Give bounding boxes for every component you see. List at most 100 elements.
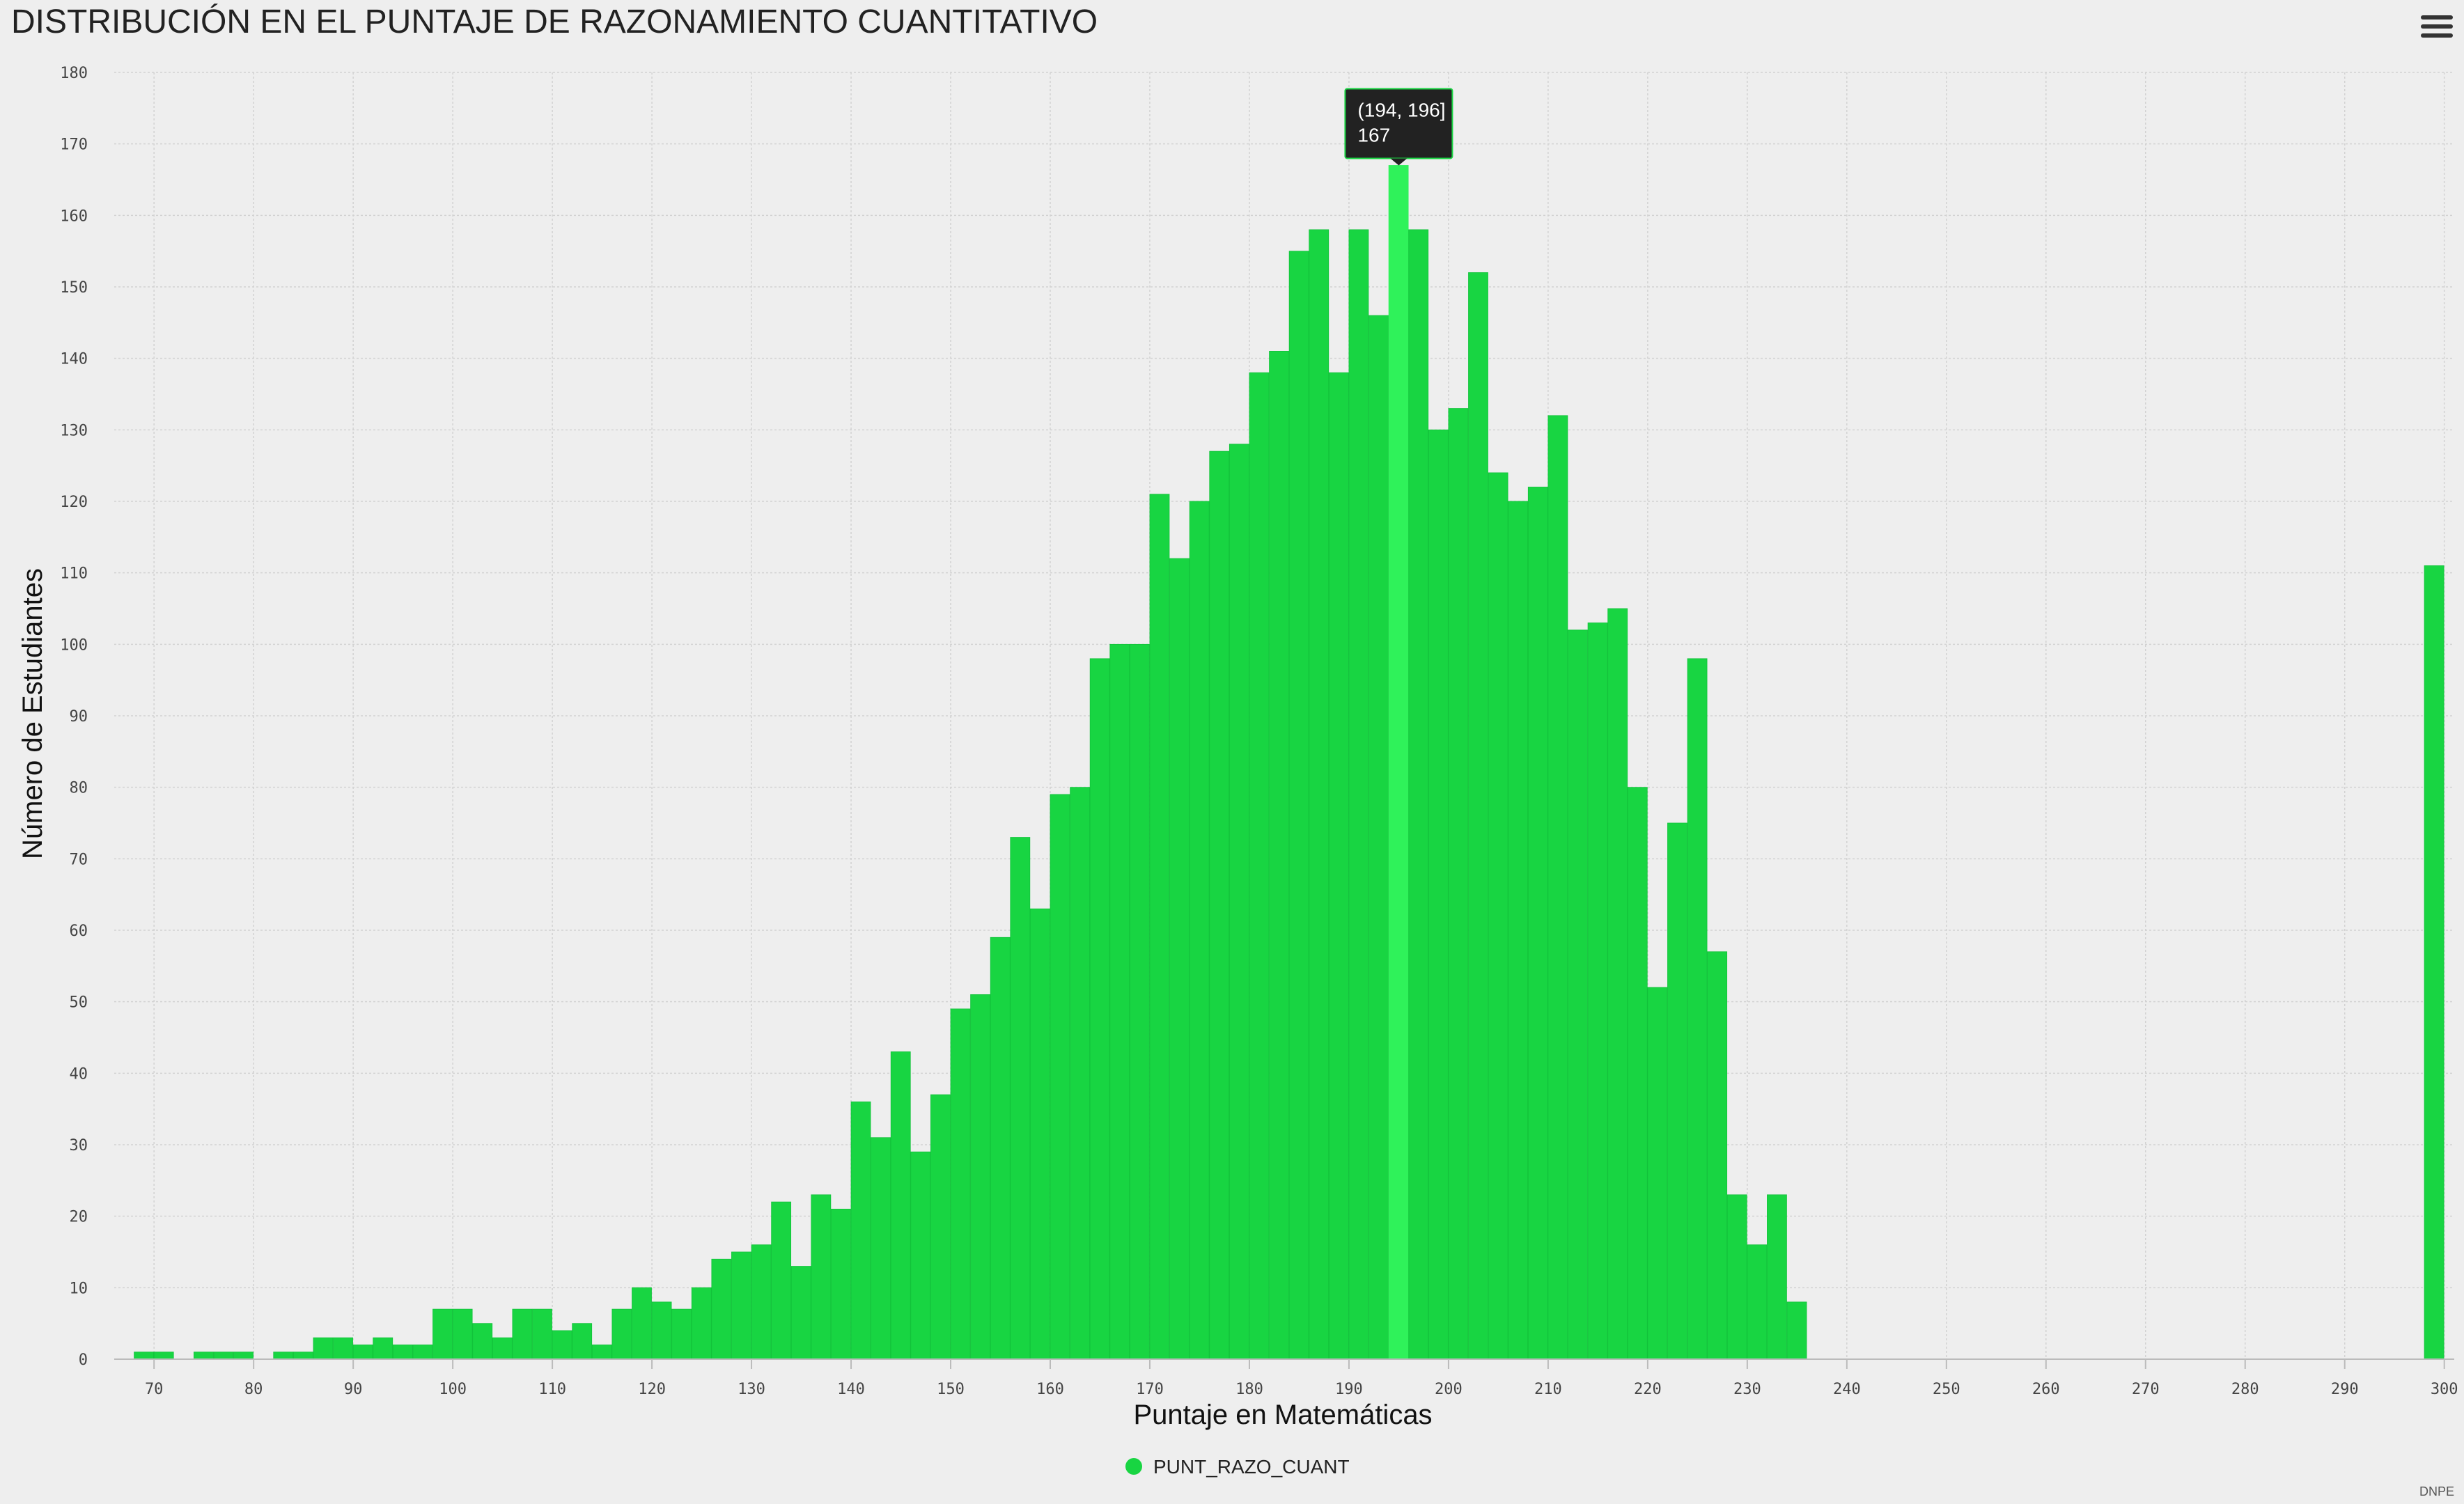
histogram-bar[interactable] <box>273 1352 294 1360</box>
histogram-bar[interactable] <box>193 1352 214 1360</box>
histogram-bar[interactable] <box>850 1102 871 1360</box>
x-tick-label: 250 <box>1933 1381 1960 1398</box>
histogram-bar[interactable] <box>552 1330 572 1360</box>
histogram-bar[interactable] <box>1468 272 1488 1360</box>
histogram-bar[interactable] <box>1169 558 1190 1360</box>
histogram-bar[interactable] <box>910 1151 931 1360</box>
histogram-bar[interactable] <box>751 1244 772 1360</box>
histogram-bar[interactable] <box>671 1308 692 1360</box>
histogram-bar[interactable] <box>373 1337 393 1360</box>
histogram-bar[interactable] <box>153 1352 174 1360</box>
x-tick-label: 140 <box>837 1381 865 1398</box>
histogram-bar[interactable] <box>691 1287 712 1360</box>
histogram-bar[interactable] <box>890 1051 911 1360</box>
histogram-bar[interactable] <box>1269 350 1289 1360</box>
histogram-bar[interactable] <box>1348 229 1369 1360</box>
histogram-bar[interactable] <box>1249 372 1270 1360</box>
histogram-bar[interactable] <box>313 1337 334 1360</box>
histogram-bar[interactable] <box>990 937 1011 1360</box>
histogram-bar[interactable] <box>1448 408 1469 1360</box>
histogram-bar[interactable] <box>950 1008 971 1360</box>
histogram-bar[interactable] <box>930 1094 951 1360</box>
histogram-bar[interactable] <box>1726 1194 1747 1360</box>
histogram-bar[interactable] <box>1607 608 1628 1360</box>
histogram-bar[interactable] <box>1488 472 1508 1360</box>
histogram-bar[interactable] <box>1369 315 1389 1360</box>
x-tick-label: 280 <box>2231 1381 2259 1398</box>
histogram-bar[interactable] <box>1786 1301 1807 1360</box>
histogram-bar[interactable] <box>711 1258 732 1360</box>
histogram-bar[interactable] <box>1547 415 1568 1360</box>
hamburger-menu-icon[interactable] <box>2421 13 2453 40</box>
histogram-bar[interactable] <box>1328 372 1349 1360</box>
histogram-bar[interactable] <box>1229 444 1249 1360</box>
histogram-bar[interactable] <box>1288 251 1309 1360</box>
legend[interactable]: PUNT_RAZO_CUANT <box>1125 1456 1350 1478</box>
histogram-bar[interactable] <box>1070 787 1090 1360</box>
histogram-bar[interactable] <box>532 1308 552 1360</box>
histogram-bar[interactable] <box>1687 658 1708 1360</box>
credit-text: DNPE <box>2419 1485 2454 1498</box>
histogram-bar-highlighted[interactable] <box>1388 165 1409 1360</box>
histogram-bar[interactable] <box>1089 658 1110 1360</box>
histogram-bar[interactable] <box>1767 1194 1787 1360</box>
y-tick-label: 70 <box>70 851 88 868</box>
histogram-bar[interactable] <box>1189 501 1210 1360</box>
histogram-bar[interactable] <box>1627 787 1648 1360</box>
histogram-bar[interactable] <box>492 1337 513 1360</box>
histogram-bar[interactable] <box>1508 501 1529 1360</box>
histogram-bar[interactable] <box>1209 451 1230 1360</box>
histogram-bar[interactable] <box>731 1251 751 1360</box>
y-tick-label: 20 <box>70 1209 88 1226</box>
histogram-bar[interactable] <box>831 1209 851 1360</box>
histogram-bar[interactable] <box>1747 1244 1768 1360</box>
histogram-bar[interactable] <box>811 1194 832 1360</box>
histogram-bar[interactable] <box>1587 622 1608 1360</box>
histogram-bar[interactable] <box>1010 837 1031 1360</box>
histogram-bar[interactable] <box>1707 951 1728 1360</box>
histogram-bar[interactable] <box>2424 565 2444 1360</box>
legend-marker <box>1125 1458 1142 1475</box>
legend-label: PUNT_RAZO_CUANT <box>1153 1456 1350 1478</box>
histogram-bar[interactable] <box>632 1287 652 1360</box>
x-tick-label: 180 <box>1235 1381 1263 1398</box>
histogram-bar[interactable] <box>1309 229 1330 1360</box>
histogram-bar[interactable] <box>233 1352 254 1360</box>
histogram-bar[interactable] <box>1129 643 1150 1360</box>
histogram-bar[interactable] <box>1050 794 1070 1360</box>
histogram-bar[interactable] <box>771 1201 792 1360</box>
y-tick-label: 180 <box>60 65 88 82</box>
histogram-bar[interactable] <box>293 1352 313 1360</box>
histogram-bar[interactable] <box>591 1345 612 1360</box>
histogram-bar[interactable] <box>1149 494 1170 1360</box>
histogram-bar[interactable] <box>970 994 991 1360</box>
y-tick-label: 100 <box>60 636 88 654</box>
histogram-bar[interactable] <box>333 1337 353 1360</box>
histogram-bar[interactable] <box>352 1345 373 1360</box>
histogram-bar[interactable] <box>1527 487 1548 1360</box>
histogram-bar[interactable] <box>412 1345 433 1360</box>
histogram-bar[interactable] <box>213 1352 234 1360</box>
histogram-bar[interactable] <box>1030 908 1050 1360</box>
histogram-bar[interactable] <box>572 1323 593 1360</box>
histogram-bar[interactable] <box>512 1308 533 1360</box>
histogram-bar[interactable] <box>1568 629 1588 1360</box>
y-tick-label: 0 <box>79 1352 88 1369</box>
histogram-bar[interactable] <box>651 1301 672 1360</box>
histogram-bar[interactable] <box>1647 987 1668 1360</box>
histogram-bar[interactable] <box>1428 429 1449 1360</box>
histogram-bar[interactable] <box>790 1266 811 1360</box>
histogram-bar[interactable] <box>871 1137 891 1360</box>
histogram-bar[interactable] <box>432 1308 453 1360</box>
histogram-bar[interactable] <box>1667 822 1687 1360</box>
histogram-bar[interactable] <box>452 1308 473 1360</box>
histogram-bar[interactable] <box>392 1345 413 1360</box>
histogram-bar[interactable] <box>1109 643 1130 1360</box>
histogram-bar[interactable] <box>134 1352 154 1360</box>
y-axis: 0 10 20 30 40 50 60 70 80 90 100 110 120 130 140 150 160… <box>60 65 88 1369</box>
histogram-bar[interactable] <box>611 1308 632 1360</box>
histogram-bar[interactable] <box>472 1323 493 1360</box>
histogram-bar[interactable] <box>1408 229 1429 1360</box>
bars[interactable] <box>134 165 2444 1360</box>
y-tick-label: 170 <box>60 136 88 154</box>
